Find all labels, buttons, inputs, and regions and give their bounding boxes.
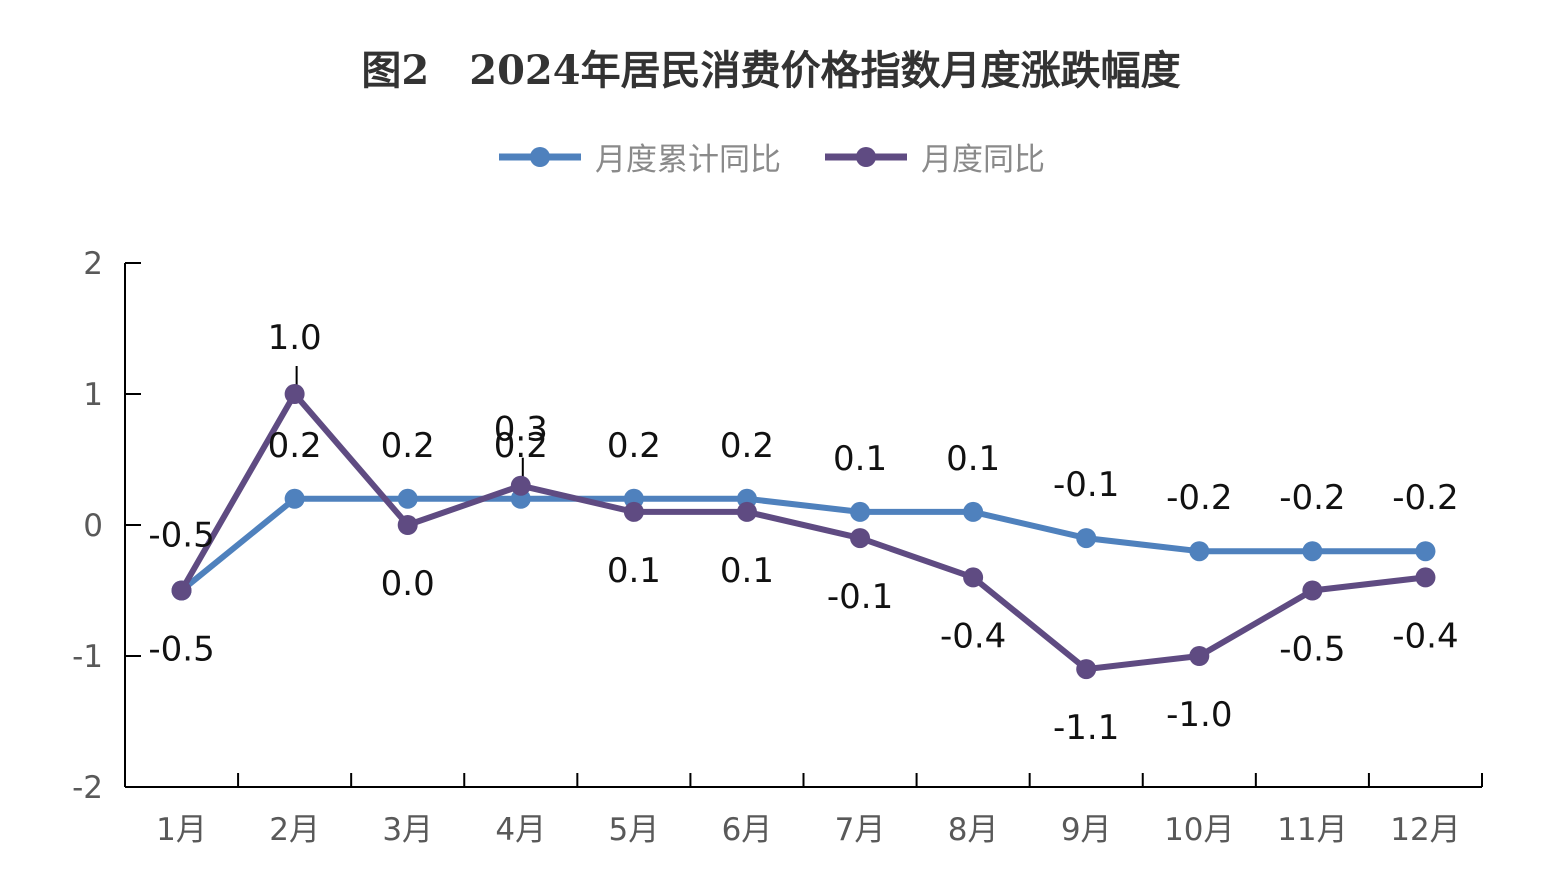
data-label-cumulative: -0.5 bbox=[148, 516, 214, 556]
data-point-monthly bbox=[171, 580, 192, 601]
series-line-monthly bbox=[178, 391, 1426, 673]
x-tick-label: 11月 bbox=[1277, 812, 1347, 848]
data-point-cumulative bbox=[1076, 528, 1097, 549]
data-label-monthly: -0.5 bbox=[148, 630, 214, 670]
data-label-monthly: -0.4 bbox=[1392, 616, 1458, 656]
y-tick-label: -2 bbox=[72, 770, 103, 806]
x-tick-label: 4月 bbox=[495, 812, 546, 848]
data-point-cumulative bbox=[397, 488, 418, 509]
legend-label-monthly: 月度同比 bbox=[921, 142, 1045, 178]
data-point-cumulative bbox=[1302, 541, 1323, 562]
data-point-cumulative bbox=[284, 488, 305, 509]
chart-title: 图2 2024年居民消费价格指数月度涨跌幅度 bbox=[361, 47, 1181, 94]
data-label-monthly: 0.1 bbox=[607, 551, 661, 591]
data-label-monthly: 0.3 bbox=[494, 410, 548, 450]
data-label-cumulative: -0.2 bbox=[1392, 478, 1458, 518]
data-label-monthly: 0.0 bbox=[381, 564, 435, 604]
data-label-cumulative: 0.1 bbox=[833, 439, 887, 479]
data-label-cumulative: -0.2 bbox=[1166, 478, 1232, 518]
x-tick-label: 8月 bbox=[948, 812, 999, 848]
legend-label-cumulative: 月度累计同比 bbox=[595, 142, 781, 178]
x-tick-label: 1月 bbox=[156, 812, 207, 848]
legend-marker-cumulative bbox=[499, 146, 581, 167]
data-label-monthly: -0.1 bbox=[827, 577, 893, 617]
legend: 月度累计同比 月度同比 bbox=[0, 134, 1542, 179]
data-label-cumulative: 0.2 bbox=[268, 426, 322, 466]
y-tick-label: 0 bbox=[83, 508, 103, 544]
data-point-monthly bbox=[397, 515, 418, 535]
data-label-cumulative: -0.2 bbox=[1279, 478, 1345, 518]
data-label-cumulative: 0.2 bbox=[607, 426, 661, 466]
data-label-monthly: -1.0 bbox=[1166, 695, 1232, 735]
data-point-monthly bbox=[284, 384, 305, 404]
data-label-cumulative: 0.2 bbox=[494, 426, 548, 466]
legend-marker-monthly bbox=[825, 146, 907, 167]
legend-item-cumulative: 月度累计同比 bbox=[497, 134, 781, 179]
data-point-cumulative bbox=[1415, 541, 1436, 562]
data-point-monthly bbox=[623, 501, 644, 522]
y-tick-label: -1 bbox=[72, 639, 103, 675]
data-label-monthly: -0.4 bbox=[940, 616, 1006, 656]
x-tick-label: 6月 bbox=[722, 812, 773, 848]
data-label-monthly: 0.1 bbox=[720, 551, 774, 591]
data-label-cumulative: 0.1 bbox=[946, 439, 1000, 479]
data-label-cumulative: -0.1 bbox=[1053, 465, 1119, 505]
x-tick-label: 9月 bbox=[1061, 812, 1112, 848]
legend-item-monthly: 月度同比 bbox=[823, 134, 1045, 179]
x-tick-label: 7月 bbox=[835, 812, 886, 848]
data-point-monthly bbox=[1076, 659, 1097, 680]
data-point-monthly bbox=[850, 528, 871, 549]
data-label-monthly: -0.5 bbox=[1279, 630, 1345, 670]
data-point-monthly bbox=[736, 501, 757, 522]
x-tick-label: 12月 bbox=[1390, 812, 1460, 848]
data-label-monthly: -1.1 bbox=[1053, 708, 1119, 748]
x-tick-label: 5月 bbox=[609, 812, 660, 848]
data-label-cumulative: 0.2 bbox=[381, 426, 435, 466]
data-label-monthly: 1.0 bbox=[268, 318, 322, 358]
data-point-monthly bbox=[963, 567, 984, 588]
y-tick-label: 1 bbox=[83, 377, 103, 413]
series-line-cumulative bbox=[179, 495, 1426, 593]
x-tick-label: 10月 bbox=[1164, 812, 1234, 848]
data-point-cumulative bbox=[963, 501, 984, 522]
data-label-cumulative: 0.2 bbox=[720, 426, 774, 466]
data-point-cumulative bbox=[850, 501, 871, 522]
x-tick-label: 3月 bbox=[382, 812, 433, 848]
legend-dot-cumulative bbox=[530, 146, 550, 167]
legend-dot-monthly bbox=[856, 146, 876, 167]
data-point-monthly bbox=[510, 475, 531, 496]
data-point-monthly bbox=[1189, 646, 1210, 666]
y-tick-label: 2 bbox=[83, 246, 103, 282]
x-tick-label: 2月 bbox=[269, 812, 320, 848]
data-point-monthly bbox=[1302, 580, 1323, 601]
data-point-cumulative bbox=[1189, 541, 1210, 562]
data-point-monthly bbox=[1415, 567, 1436, 588]
